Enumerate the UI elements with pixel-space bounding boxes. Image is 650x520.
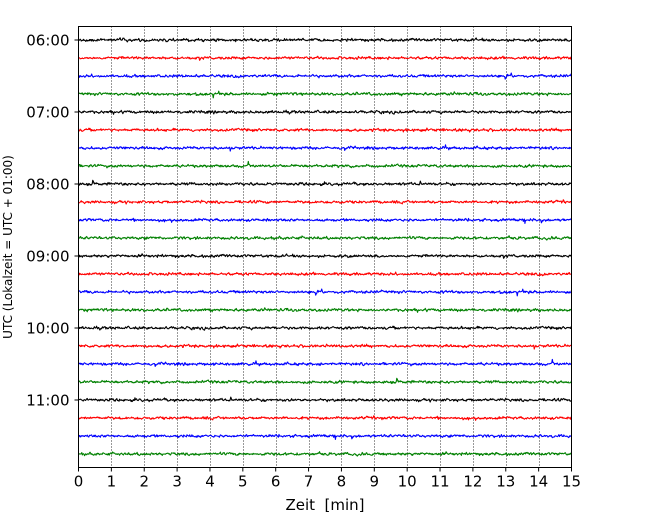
x-tick-label: 3 (172, 473, 182, 491)
trace-0830 (78, 217, 573, 224)
y-axis-label: UTC (Lokalzeit = UTC + 01:00) (1, 155, 15, 339)
x-tick-label: 11 (430, 473, 449, 491)
trace-1130 (78, 433, 572, 440)
trace-1100 (78, 396, 572, 403)
x-axis: 0 1 2 3 4 5 6 7 8 9 10 11 12 13 14 15 (74, 467, 581, 491)
y-tick-label: 09:00 (26, 248, 69, 266)
trace-0815 (78, 199, 573, 205)
trace-0745 (78, 160, 572, 169)
x-tick-label: 5 (238, 473, 248, 491)
x-tick-label: 14 (529, 473, 548, 491)
x-tick-label: 9 (370, 473, 380, 491)
y-tick-label: 08:00 (26, 176, 69, 194)
trace-0915 (78, 271, 572, 277)
trace-0800 (78, 179, 572, 187)
x-tick-label: 7 (304, 473, 314, 491)
trace-0615 (78, 55, 572, 61)
y-tick-label: 06:00 (26, 32, 69, 50)
trace-0730 (78, 144, 572, 152)
x-axis-label: Zeit [min] (285, 496, 364, 514)
trace-0715 (78, 127, 572, 133)
trace-0700 (78, 109, 572, 115)
x-tick-label: 13 (496, 473, 515, 491)
y-axis: 06:00 07:00 08:00 09:00 10:00 11:00 (26, 32, 79, 410)
trace-group (77, 37, 573, 457)
trace-0930 (78, 288, 573, 297)
x-tick-label: 6 (271, 473, 281, 491)
x-tick-label: 12 (463, 473, 482, 491)
y-tick-label: 10:00 (26, 320, 69, 338)
x-tick-label: 8 (337, 473, 347, 491)
x-tick-label: 10 (398, 473, 417, 491)
trace-1045 (78, 377, 573, 385)
y-tick-label: 07:00 (26, 104, 69, 122)
x-tick-label: 2 (139, 473, 149, 491)
trace-1145 (78, 451, 573, 457)
trace-1030 (78, 358, 572, 367)
trace-0645 (78, 90, 572, 99)
y-tick-label: 11:00 (26, 392, 69, 410)
plot-frame (78, 26, 572, 468)
trace-1015 (78, 343, 572, 350)
trace-0845 (78, 235, 572, 241)
x-tick-label: 0 (74, 473, 84, 491)
trace-0945 (78, 307, 572, 313)
x-tick-label: 4 (205, 473, 215, 491)
trace-0600 (78, 37, 572, 43)
x-tick-label: 1 (107, 473, 117, 491)
trace-1115 (78, 415, 572, 421)
trace-0630 (78, 72, 572, 80)
trace-1000 (78, 325, 572, 331)
x-tick-label: 15 (562, 473, 581, 491)
trace-0900 (77, 253, 572, 259)
